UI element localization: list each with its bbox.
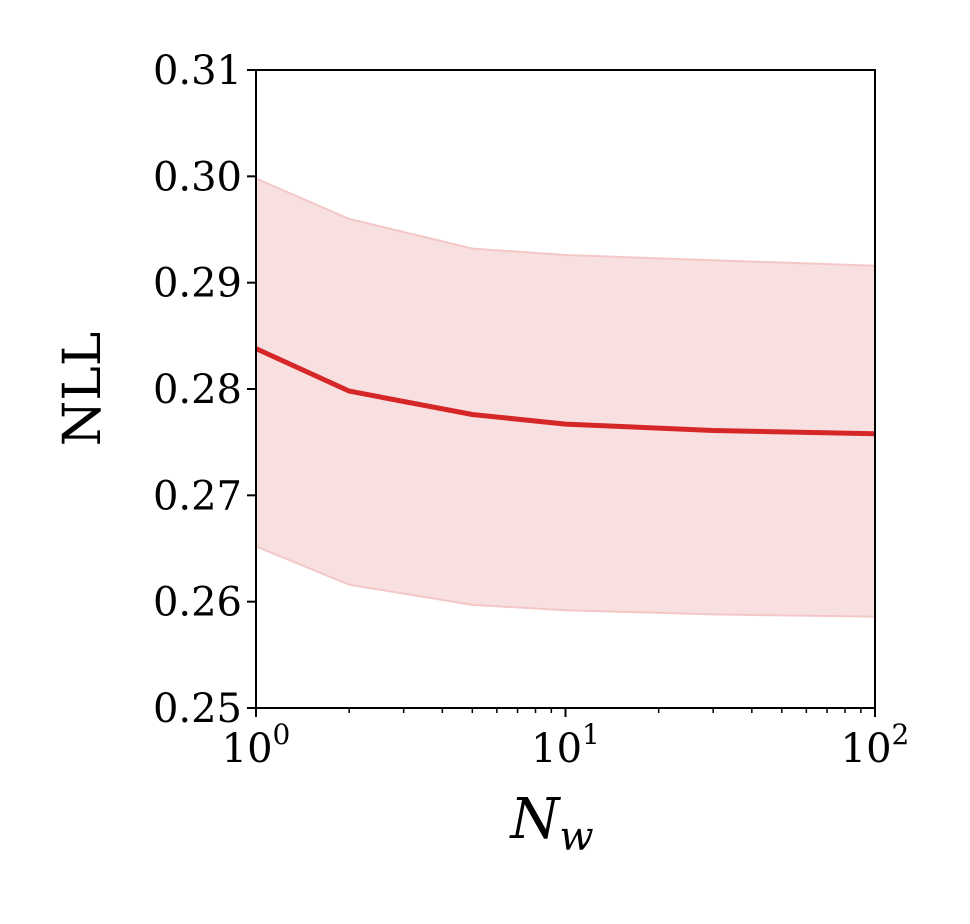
y-tick-label-3: 0.28 xyxy=(153,367,242,413)
y-tick-label-0: 0.25 xyxy=(153,686,242,732)
x-tick-label-1: 101 xyxy=(531,718,600,772)
y-tick-label-6: 0.31 xyxy=(153,48,242,94)
axes-frame xyxy=(255,69,876,709)
y-tick-label-4: 0.29 xyxy=(153,261,242,307)
x-tick-label-0: 100 xyxy=(222,718,291,772)
plot-area xyxy=(254,176,876,618)
x-axis-label-subscript: w xyxy=(559,814,593,860)
y-tick-label-1: 0.26 xyxy=(153,580,242,626)
y-tick-label-2: 0.27 xyxy=(153,473,242,519)
x-axis-label: Nw xyxy=(508,787,593,860)
confidence-band-0 xyxy=(255,176,876,618)
series-line-0 xyxy=(254,346,876,437)
y-axis-label: NLL xyxy=(53,332,113,447)
axis-ticks: 0.25 0.26 0.27 0.28 0.29 0.30 0.31 100 101 102 xyxy=(153,48,909,772)
x-tick-label-2: 102 xyxy=(841,718,910,772)
y-tick-label-5: 0.30 xyxy=(153,154,242,200)
x-axis-label-main: N xyxy=(508,787,561,852)
